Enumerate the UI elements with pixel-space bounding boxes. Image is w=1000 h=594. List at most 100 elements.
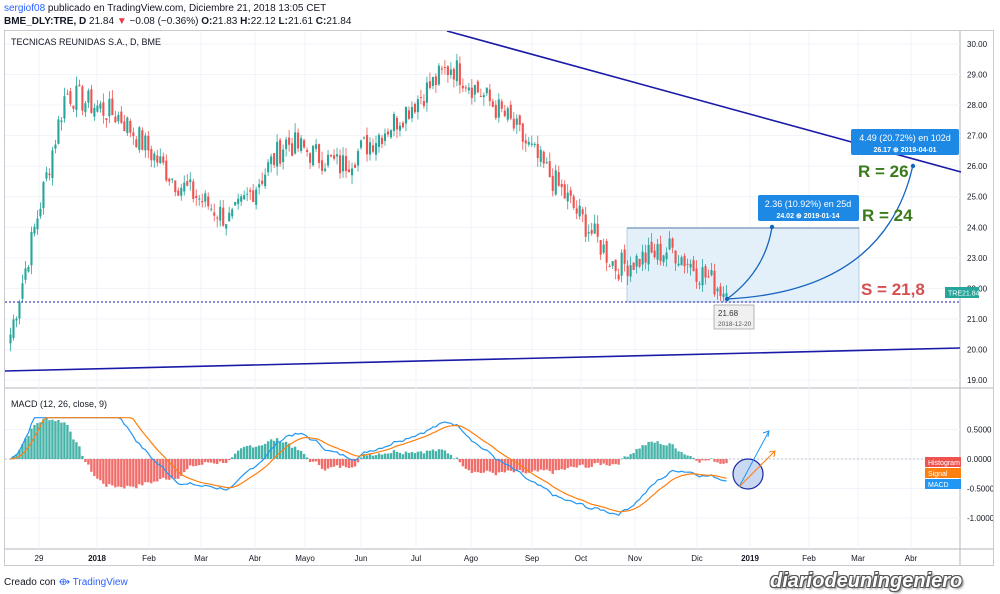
candle-body (581, 209, 584, 215)
candle-body (719, 286, 722, 297)
open-value: 21.83 (212, 16, 238, 27)
chart-svg[interactable]: 30.00 29.00 28.00 27.00 26.00 25.00 24.00 23.00… (4, 30, 995, 565)
candle-body (177, 190, 180, 196)
histogram-bar (509, 459, 513, 471)
candle-body (321, 160, 324, 171)
macd-line[interactable] (10, 417, 727, 517)
ascending-trendline[interactable] (4, 347, 961, 372)
candle-body (332, 155, 336, 159)
histogram-bar (320, 459, 324, 469)
candle-body (527, 141, 530, 145)
candle-body (123, 121, 126, 132)
candle-body (443, 67, 446, 69)
candle-body (39, 208, 42, 217)
candle-body (63, 96, 66, 119)
projection-curve-long[interactable] (726, 164, 914, 300)
histogram-bar (668, 443, 671, 459)
projection-label-long[interactable] (851, 129, 959, 155)
candle-body (446, 66, 449, 75)
histogram-bar (222, 459, 225, 463)
candle-body (611, 261, 614, 266)
tradingview-link[interactable]: TradingView (72, 577, 128, 588)
candle-body (135, 139, 138, 148)
histogram-bar (614, 459, 617, 465)
histogram-bar (662, 445, 665, 459)
candle-body (674, 250, 677, 264)
projection-short-line2: 24.02 ⊕ 2019-01-14 (776, 213, 839, 220)
legend-label: Signal (928, 471, 948, 478)
candle-body (644, 252, 647, 263)
candle-body (428, 81, 431, 88)
range-box[interactable] (626, 227, 860, 303)
candle-body (341, 155, 345, 172)
histogram-bar (569, 459, 572, 467)
candle-body (90, 89, 93, 113)
candle-body (647, 245, 650, 265)
low-tooltip[interactable] (713, 304, 755, 330)
histogram-bar (198, 459, 201, 466)
histogram-bar (590, 459, 593, 467)
candle-body (476, 81, 479, 93)
histogram-bar (452, 458, 456, 460)
candle-body (407, 110, 410, 119)
candle-body (503, 110, 506, 117)
price-axis: 30.00 29.00 28.00 27.00 26.00 25.00 24.00 23.00… (967, 40, 988, 385)
histogram-bar (602, 459, 605, 464)
histogram-bar (440, 449, 444, 459)
histogram-bar (593, 459, 596, 464)
histogram-bar (461, 459, 465, 467)
candle-body (464, 87, 467, 89)
candle-body (87, 90, 90, 103)
projection-point-short[interactable] (769, 224, 775, 230)
author-link[interactable]: sergiof08 (4, 3, 46, 14)
histogram-bar (12, 456, 15, 459)
signal-line[interactable] (10, 417, 727, 513)
candle-body (371, 145, 375, 152)
projection-curve-short[interactable] (726, 226, 773, 300)
histogram-bar (395, 451, 399, 459)
time-tick-label: Jul (411, 554, 421, 563)
candle-body (725, 293, 728, 297)
candle-body (575, 208, 578, 214)
candle-body (335, 154, 339, 157)
projection-short-line1: 2.36 (10.92%) en 25d (765, 199, 852, 209)
projection-origin[interactable] (724, 296, 730, 302)
histogram-bar (51, 419, 54, 459)
macd-highlight-circle[interactable] (732, 458, 764, 490)
candle-body (536, 143, 539, 159)
histogram-bar (524, 459, 527, 474)
histogram-bar (356, 459, 360, 463)
candle-body (24, 268, 27, 280)
histogram-bar (78, 446, 81, 459)
histogram-bar (81, 455, 84, 459)
histogram-bar (84, 459, 87, 462)
projection-label-short[interactable] (758, 195, 859, 221)
histogram-bar (251, 447, 255, 459)
histogram-bar (620, 458, 623, 460)
candle-body (608, 265, 611, 267)
candle-body (365, 134, 369, 155)
projection-point-long[interactable] (910, 163, 916, 169)
candle-body (593, 223, 596, 234)
histogram-bar (224, 459, 228, 464)
price-tick-label: 30.00 (967, 40, 988, 49)
time-tick-label: Sep (525, 554, 540, 563)
candle-body (665, 252, 668, 260)
candle-body (584, 214, 587, 237)
price-tick-label: 19.00 (967, 376, 988, 385)
candle-body (159, 156, 162, 163)
candle-body (404, 107, 407, 124)
histogram-bar (644, 445, 647, 459)
signal-projection-arrow[interactable] (738, 450, 776, 488)
histogram-bar (626, 456, 629, 459)
time-tick-label: Abr (249, 554, 262, 563)
macd-projection-arrow[interactable] (738, 430, 770, 488)
low-label: L: (278, 16, 288, 27)
candle-body (306, 149, 309, 153)
candle-body (701, 267, 704, 286)
histogram-bar (227, 459, 231, 461)
histogram-bar (539, 459, 542, 470)
close-value: 21.84 (326, 16, 352, 27)
candle-body (437, 65, 440, 85)
open-label: O: (201, 16, 213, 27)
